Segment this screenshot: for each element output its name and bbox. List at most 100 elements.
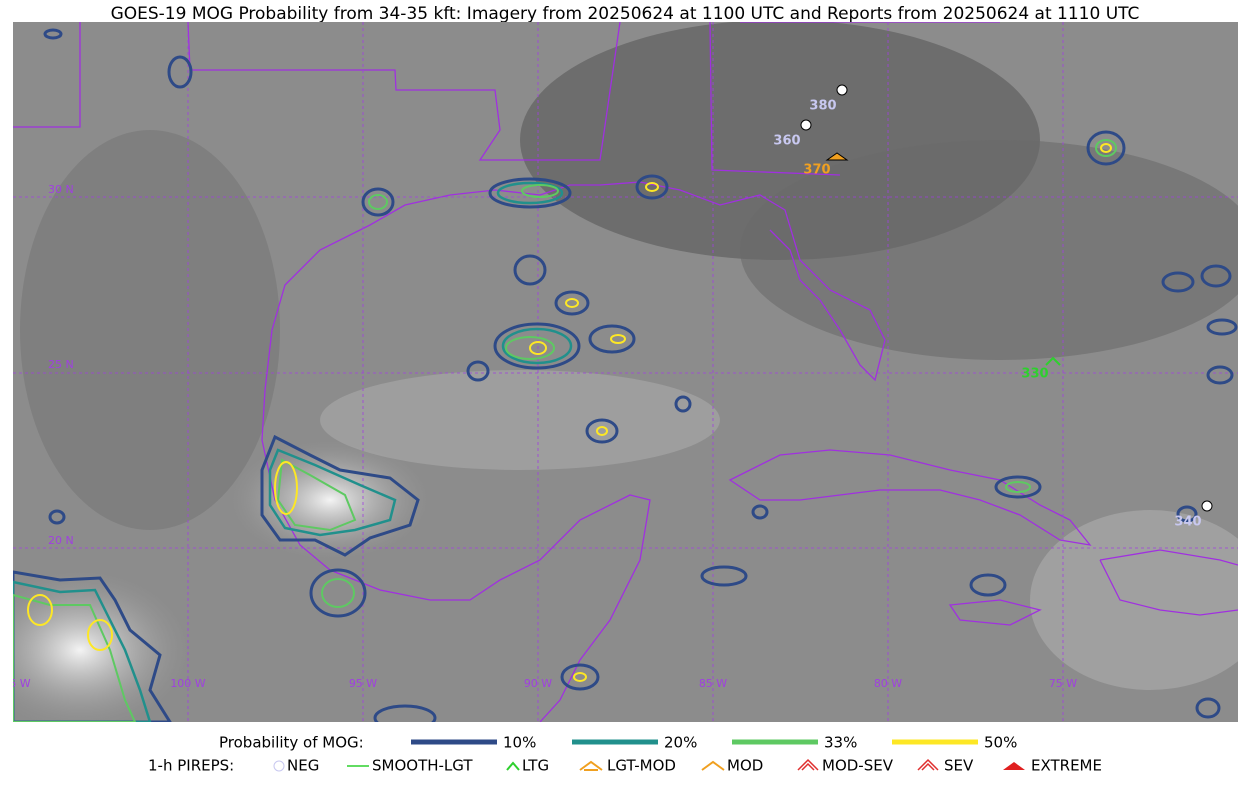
report-label: 340 [1174,515,1201,530]
legend-label: MOD-SEV [822,757,894,775]
contour [554,290,590,316]
legend-title: Probability of MOG: [219,734,364,752]
contour [596,426,608,436]
contour [496,181,564,205]
contour [27,594,53,626]
contour [361,187,395,217]
contour [565,298,579,308]
contour [674,395,692,413]
contour [48,509,66,525]
contour [13,593,137,722]
coastline [264,181,886,391]
cloud [13,570,190,722]
legend-symbol [1003,762,1025,770]
report-label: 330 [1021,367,1048,382]
ltg-symbol [1045,356,1061,366]
report-label: 360 [773,134,800,149]
coastline [728,449,1092,546]
legend-label: MOD [727,757,763,775]
contour [493,322,581,370]
contour [635,174,669,200]
contour [1176,505,1198,523]
legend-symbol [797,758,819,771]
contour [501,327,573,365]
legend-label: NEG [287,757,319,775]
lon-label: 85 W [699,677,727,690]
lon-label: 75 W [1049,677,1077,690]
legend-label: 20% [664,734,697,752]
lon-label: 80 W [874,677,902,690]
cloud [1030,510,1238,690]
contour [505,336,555,360]
legend-label: 33% [824,734,857,752]
contour [1206,318,1238,336]
contour [276,458,357,532]
contour [309,568,367,618]
contour [1005,481,1031,493]
legend-label: 10% [503,734,536,752]
contour [1095,139,1117,157]
contour [13,570,172,722]
contour [167,55,193,89]
contour [751,504,769,520]
contour [373,704,437,722]
legend-label: SMOOTH-LGT [372,757,473,775]
contour [274,461,298,515]
contours [13,28,1238,722]
contour [268,448,397,537]
legend-title: 1-h PIREPS: [148,757,234,775]
border [13,22,1000,176]
contour [573,672,587,682]
contour [521,184,559,198]
legend-symbol [506,761,520,771]
neg-symbol [836,84,848,96]
coastline [948,599,1042,626]
contour [513,254,547,286]
cloud [320,370,720,470]
contour [1161,271,1195,293]
contour [1195,697,1221,719]
title: GOES-19 MOG Probability from 34-35 kft: … [111,4,1140,24]
legend-symbol [579,760,603,771]
coastline [1099,549,1238,616]
legend-symbol [701,760,725,771]
contour [1200,264,1232,288]
legend-label: LGT-MOD [607,757,676,775]
contour [969,573,1007,597]
neg-symbol [800,119,812,131]
lat-label: 20 N [48,534,74,547]
legend: Probability of MOG: 10% 20% 33% 50% 1-h … [148,734,1102,775]
contour [994,475,1042,499]
lon-label: 105 W [0,677,31,690]
legend-label: SEV [944,757,974,775]
lat-label: 25 N [48,358,74,371]
lgt-mod-symbol [825,152,849,161]
contour [1206,365,1234,385]
legend-symbol [917,758,939,771]
contour [87,619,113,651]
report-label: 370 [803,163,830,178]
lon-label: 95 W [349,677,377,690]
grid [13,22,1238,722]
contour [588,324,636,354]
dry-region [20,130,280,530]
contour [43,28,63,40]
contour [466,360,490,382]
contour [529,341,547,355]
contour [488,177,572,209]
contour [368,194,388,210]
contour [1100,143,1112,153]
lat-label: 30 N [48,183,74,196]
report-label: 380 [809,99,836,114]
legend-label: 50% [984,734,1017,752]
contour [321,578,355,608]
contour [13,580,152,722]
lon-label: 90 W [524,677,552,690]
map: 30 N 25 N 20 N 105 W 100 W 95 W 90 W 85 … [0,22,1238,722]
legend-symbol [273,760,285,772]
legend-label: LTG [522,757,549,775]
contour [700,565,748,587]
contour [645,182,659,192]
neg-symbol [1201,500,1213,512]
